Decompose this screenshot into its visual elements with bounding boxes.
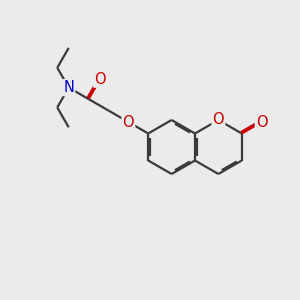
Text: O: O xyxy=(256,115,268,130)
Text: O: O xyxy=(213,112,224,128)
Text: O: O xyxy=(94,72,106,87)
Text: O: O xyxy=(122,115,134,130)
Text: N: N xyxy=(63,80,74,95)
